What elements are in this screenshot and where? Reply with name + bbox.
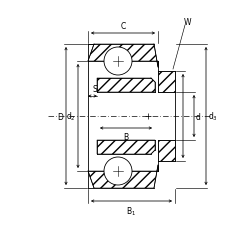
Text: d$_3$: d$_3$ [207, 110, 217, 123]
Circle shape [104, 48, 131, 76]
Polygon shape [157, 72, 174, 93]
Polygon shape [97, 79, 154, 93]
Text: d$_2$: d$_2$ [66, 110, 76, 123]
Polygon shape [88, 165, 157, 188]
Text: B$_1$: B$_1$ [126, 205, 136, 218]
Text: D: D [57, 112, 63, 121]
Text: B: B [123, 132, 128, 141]
Polygon shape [97, 140, 154, 154]
Text: d: d [195, 112, 200, 121]
Text: S: S [92, 85, 96, 94]
Polygon shape [88, 45, 157, 68]
Text: W: W [183, 17, 191, 26]
Circle shape [104, 157, 131, 185]
Polygon shape [157, 140, 174, 161]
Text: C: C [120, 22, 125, 31]
